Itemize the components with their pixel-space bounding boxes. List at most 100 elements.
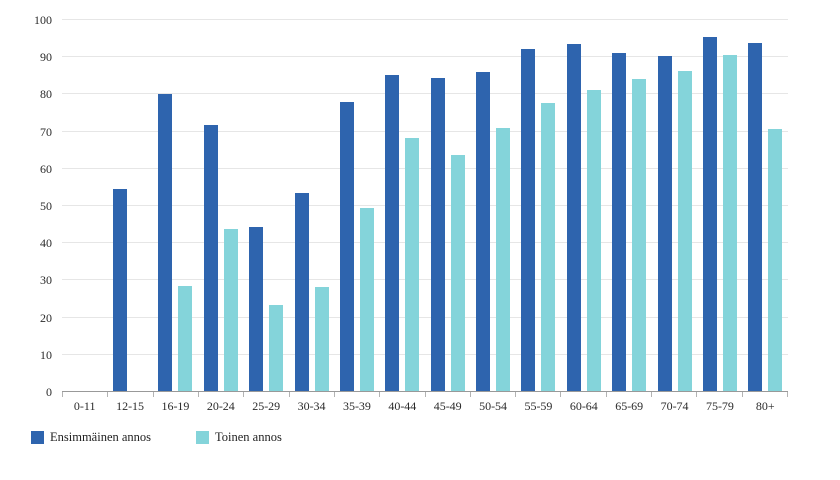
x-axis-ticks xyxy=(62,392,788,397)
x-axis-label: 75-79 xyxy=(705,399,734,413)
y-axis-label: 50 xyxy=(40,199,52,213)
x-axis-tick xyxy=(515,392,560,397)
x-axis-tick xyxy=(152,392,198,397)
bar-second-dose[interactable] xyxy=(405,137,420,392)
bar-first-dose[interactable] xyxy=(203,124,218,392)
bar-group xyxy=(425,20,470,392)
first-dose-swatch-icon xyxy=(31,430,44,444)
y-axis-label: 20 xyxy=(40,310,52,325)
gridline xyxy=(62,130,788,132)
bar-group xyxy=(380,20,425,392)
second-dose-swatch-icon xyxy=(196,430,209,444)
legend-label-second-dose: Toinen annos xyxy=(215,430,282,444)
bar-group xyxy=(244,20,289,392)
bar-first-dose[interactable] xyxy=(476,71,491,392)
bar-first-dose[interactable] xyxy=(249,227,264,392)
bar-second-dose[interactable] xyxy=(632,79,647,392)
x-axis-label: 30-34 xyxy=(297,399,326,413)
x-axis-labels: 0-11 12-15 16-19 20-24 25-29 30-34 35-39 40-44 4… xyxy=(62,399,788,413)
bar-first-dose[interactable] xyxy=(385,75,400,392)
x-axis-tick xyxy=(288,392,334,397)
x-axis-label: 0-11 xyxy=(73,399,96,413)
gridline xyxy=(62,316,788,318)
bar-second-dose[interactable] xyxy=(314,286,329,392)
gridline xyxy=(62,279,788,281)
bar-second-dose[interactable] xyxy=(722,54,737,392)
bar-group xyxy=(62,20,107,392)
x-axis-label: 70-74 xyxy=(660,399,689,413)
bar-group xyxy=(470,20,515,392)
x-axis-label: 35-39 xyxy=(342,399,371,413)
bar-first-dose[interactable] xyxy=(748,42,763,392)
x-axis-label: 25-29 xyxy=(252,399,281,413)
x-axis-label: 16-19 xyxy=(161,399,190,413)
bar-group xyxy=(289,20,334,392)
legend-item-second-dose[interactable]: Toinen annos xyxy=(196,430,282,444)
bar-group xyxy=(607,20,652,392)
x-axis-label: 55-59 xyxy=(524,399,553,413)
bar-first-dose[interactable] xyxy=(430,78,445,392)
bar-group xyxy=(334,20,379,392)
x-axis-label: 60-64 xyxy=(569,399,598,413)
x-axis-label: 45-49 xyxy=(433,399,462,413)
y-axis-label: 10 xyxy=(40,347,52,362)
y-axis: 0 10 20 30 40 50 60 70 80 90 100 xyxy=(0,13,56,399)
y-axis-label: 70 xyxy=(40,124,52,139)
bar-group xyxy=(153,20,198,392)
bar-second-dose[interactable] xyxy=(496,127,511,392)
bar-second-dose[interactable] xyxy=(359,208,374,392)
gridline xyxy=(62,205,788,206)
bar-second-dose[interactable] xyxy=(450,154,465,392)
y-axis-label: 60 xyxy=(40,161,52,176)
x-axis-label: 50-54 xyxy=(479,399,508,413)
bar-second-dose[interactable] xyxy=(677,70,692,392)
bar-first-dose[interactable] xyxy=(113,188,128,392)
x-axis-tick xyxy=(379,392,424,397)
gridline xyxy=(62,19,788,20)
x-axis-tick xyxy=(243,392,288,397)
plot-area xyxy=(62,19,788,392)
bar-first-dose[interactable] xyxy=(702,36,717,392)
x-axis-label: 80+ xyxy=(755,399,775,413)
bar-second-dose[interactable] xyxy=(768,128,783,392)
x-axis-label: 65-69 xyxy=(615,399,644,413)
x-axis-tick xyxy=(197,392,243,397)
x-axis-tick xyxy=(651,392,696,397)
y-axis-label: 40 xyxy=(40,236,52,251)
bar-group xyxy=(107,20,152,392)
x-axis-tick xyxy=(107,392,152,397)
bar-group xyxy=(743,20,788,392)
gridline xyxy=(62,167,788,169)
x-axis-tick xyxy=(741,392,788,397)
bar-second-dose[interactable] xyxy=(541,102,556,392)
x-axis-tick xyxy=(560,392,605,397)
y-axis-label: 0 xyxy=(46,385,52,399)
bar-groups xyxy=(62,20,788,392)
bar-first-dose[interactable] xyxy=(294,193,309,392)
bar-group xyxy=(652,20,697,392)
x-axis-tick xyxy=(696,392,741,397)
gridline xyxy=(62,93,788,95)
bar-second-dose[interactable] xyxy=(223,229,238,392)
gridline xyxy=(62,56,788,58)
bar-group xyxy=(697,20,742,392)
bar-first-dose[interactable] xyxy=(612,53,627,392)
gridline xyxy=(62,242,788,244)
legend-item-first-dose[interactable]: Ensimmäinen annos xyxy=(31,430,196,444)
bar-group xyxy=(516,20,561,392)
x-axis-tick xyxy=(469,392,515,397)
bar-group xyxy=(561,20,606,392)
bar-first-dose[interactable] xyxy=(158,93,173,392)
bar-second-dose[interactable] xyxy=(269,304,284,392)
bar-first-dose[interactable] xyxy=(657,55,672,392)
legend-label-first-dose: Ensimmäinen annos xyxy=(50,430,152,444)
bar-first-dose[interactable] xyxy=(339,102,354,392)
bar-first-dose[interactable] xyxy=(521,49,536,392)
gridline xyxy=(62,353,788,355)
bar-second-dose[interactable] xyxy=(178,285,193,392)
y-axis-label: 90 xyxy=(40,50,52,65)
bar-first-dose[interactable] xyxy=(566,43,581,392)
y-axis-label: 30 xyxy=(40,273,52,288)
bar-second-dose[interactable] xyxy=(586,89,601,392)
